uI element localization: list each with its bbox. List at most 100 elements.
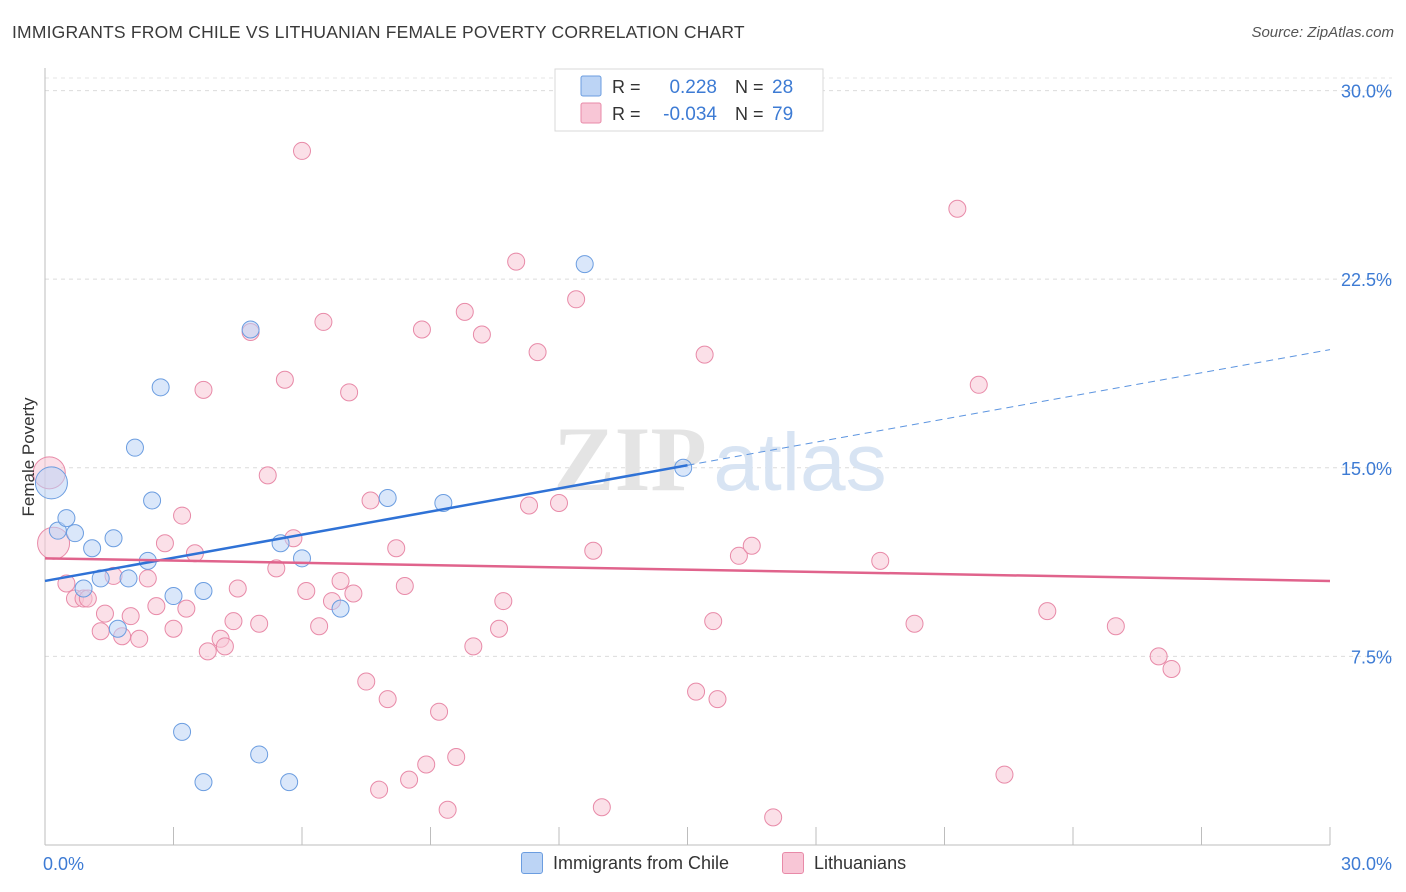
lithuanians-point-58 <box>550 493 568 512</box>
lithuanians-point-32 <box>310 617 329 636</box>
chile-point-14 <box>164 587 183 606</box>
lithuanians-point-30 <box>293 141 311 160</box>
lithuanians-point-51 <box>464 637 483 656</box>
lithuanians-point-11 <box>138 569 157 588</box>
chile-point-13 <box>151 378 170 397</box>
lithuanians-point-56 <box>520 496 539 515</box>
legend-item-lithuanians: Lithuanians <box>782 852 906 874</box>
lithuanians-point-41 <box>378 690 397 709</box>
watermark: ZIP atlas <box>553 408 886 510</box>
lithuanians-point-71 <box>948 199 967 218</box>
lithuanians-point-55 <box>507 252 526 271</box>
legend-swatch-blue <box>521 852 543 874</box>
x-tick-label-min: 0.0% <box>43 854 84 874</box>
stats-legend-r-label-2: R = <box>612 104 641 124</box>
lithuanians-point-12 <box>147 597 166 616</box>
lithuanians-point-52 <box>472 325 491 344</box>
lithuanians-point-33 <box>314 312 333 331</box>
legend-item-immigrants-from-chile: Immigrants from Chile <box>521 852 729 874</box>
lithuanians-point-49 <box>447 747 466 766</box>
lithuanians-point-50 <box>455 302 474 321</box>
chile-point-17 <box>194 582 213 601</box>
lithuanians-point-22 <box>224 612 243 631</box>
legend-swatch-pink <box>782 852 804 874</box>
y-axis-label: Female Poverty <box>19 397 38 517</box>
chile-point-7 <box>104 529 123 548</box>
stats-legend-n-label-2: N = <box>735 104 764 124</box>
lithuanians-point-28 <box>275 370 294 389</box>
y-tick-label-3: 30.0% <box>1341 82 1392 102</box>
chile-point-8 <box>108 619 127 638</box>
lithuanians-point-64 <box>704 612 723 631</box>
lithuanians-point-48 <box>438 800 457 819</box>
chile-point-4 <box>74 579 93 598</box>
lithuanians-point-1 <box>57 574 76 593</box>
lithuanians-point-45 <box>412 320 431 339</box>
chile-point-10 <box>125 438 144 457</box>
y-tick-label-0: 7.5% <box>1351 647 1392 667</box>
chile-point-15 <box>173 722 192 741</box>
stats-legend-n-label-1: N = <box>735 77 764 97</box>
lithuanians-point-6 <box>95 604 114 623</box>
lithuanians-point-21 <box>215 637 234 656</box>
lithuanians-point-59 <box>567 290 586 309</box>
stats-legend-swatch-blue <box>580 75 602 97</box>
stats-legend-r-label-1: R = <box>612 77 641 97</box>
chile-point-26 <box>575 255 594 274</box>
lithuanians-point-18 <box>194 380 213 399</box>
lithuanians-point-27 <box>267 559 286 578</box>
lithuanians-point-10 <box>130 629 149 648</box>
lithuanians-point-14 <box>164 619 183 638</box>
chile-point-2 <box>57 509 76 528</box>
trend-line-chile-solid <box>44 464 688 583</box>
chile-point-24 <box>378 488 397 507</box>
lithuanians-point-9 <box>121 607 140 626</box>
lithuanians-point-39 <box>361 491 380 510</box>
lithuanians-point-36 <box>340 383 359 402</box>
lithuanians-point-66 <box>729 546 748 565</box>
lithuanians-point-60 <box>584 541 603 560</box>
chile-point-23 <box>331 599 350 618</box>
stats-legend-r-value-2: -0.034 <box>663 104 717 125</box>
lithuanians-point-74 <box>1038 602 1057 621</box>
lithuanians-point-23 <box>228 579 247 598</box>
lithuanians-point-76 <box>1149 647 1168 666</box>
chile-point-19 <box>250 745 269 764</box>
chile-point-3 <box>65 524 84 543</box>
lithuanians-point-13 <box>155 534 174 553</box>
lithuanians-point-47 <box>430 702 449 721</box>
chart-source: Source: ZipAtlas.com <box>1251 24 1394 41</box>
stats-legend-r-value-1: 0.228 <box>669 77 717 98</box>
chile-point-0 <box>34 466 68 500</box>
lithuanians-point-46 <box>417 755 436 774</box>
lithuanians-point-35 <box>331 571 350 590</box>
stats-legend-swatch-pink <box>580 102 602 124</box>
lithuanians-point-38 <box>357 672 376 691</box>
chile-point-9 <box>119 569 138 588</box>
axes <box>44 68 1331 846</box>
lithuanians-point-44 <box>400 770 419 789</box>
lithuanians-point-40 <box>370 780 389 799</box>
watermark-atlas: atlas <box>713 417 886 508</box>
x-tick-label-max: 30.0% <box>1341 854 1392 874</box>
lithuanians-point-37 <box>344 584 363 603</box>
lithuanians-point-43 <box>395 576 414 595</box>
lithuanians-point-75 <box>1106 617 1125 636</box>
lithuanians-point-19 <box>198 642 217 661</box>
legend-label-lithuanians: Lithuanians <box>814 852 907 873</box>
trend-lines <box>44 349 1331 583</box>
lithuanians-point-73 <box>995 765 1014 784</box>
lithuanians-point-31 <box>297 582 316 601</box>
lithuanians-point-54 <box>494 592 513 611</box>
bottom-legend: Immigrants from Chile Lithuanians <box>0 852 1406 876</box>
watermark-zip: ZIP <box>553 408 706 510</box>
lithuanians-point-25 <box>250 614 269 633</box>
stats-legend-n-value-1: 28 <box>772 77 793 98</box>
legend-label-immigrants-from-chile: Immigrants from Chile <box>553 852 730 873</box>
stats-legend-n-value-2: 79 <box>772 104 793 125</box>
lithuanians-point-67 <box>742 536 761 555</box>
y-tick-labels: 7.5% 15.0% 22.5% 30.0% <box>1341 82 1392 668</box>
lithuanians-point-57 <box>528 343 547 362</box>
lithuanians-point-62 <box>687 682 706 701</box>
